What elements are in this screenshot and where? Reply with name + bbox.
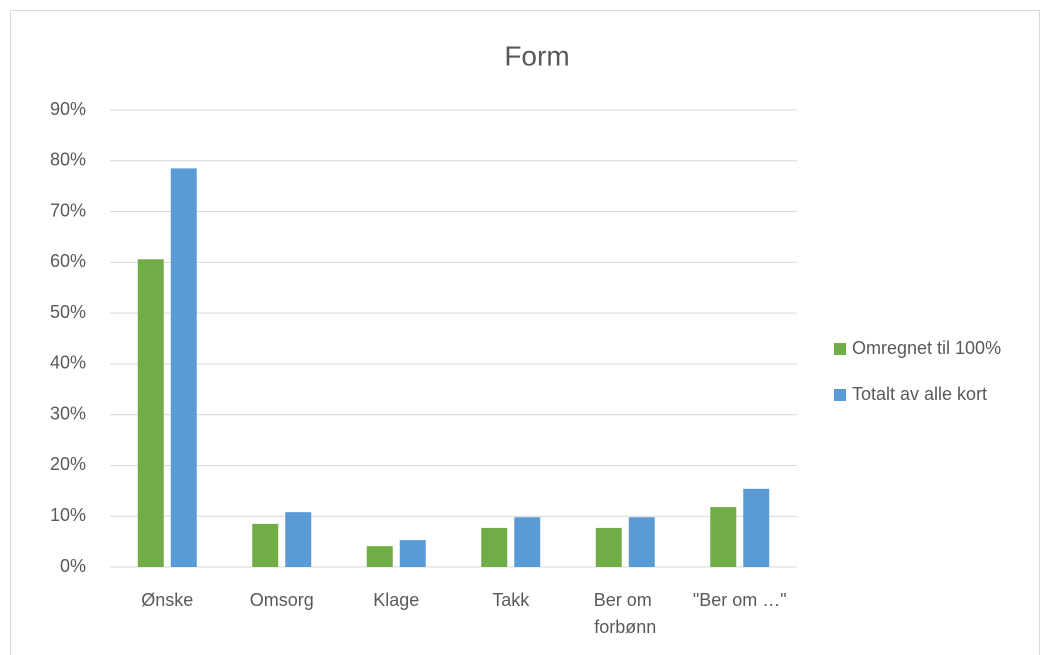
bar	[710, 507, 737, 567]
bar	[170, 168, 197, 567]
y-tick-label: 70%	[50, 200, 86, 220]
y-tick-label: 80%	[50, 150, 86, 170]
x-tick-label: Ønske	[141, 590, 193, 610]
y-tick-label: 30%	[50, 403, 86, 423]
y-tick-label: 90%	[50, 99, 86, 119]
x-tick-label: Omsorg	[250, 590, 314, 610]
y-tick-label: 60%	[50, 251, 86, 271]
bar	[399, 540, 426, 567]
bar	[366, 546, 393, 567]
legend-swatch	[834, 343, 846, 355]
bar	[252, 523, 279, 567]
y-tick-label: 20%	[50, 454, 86, 474]
bar	[628, 517, 655, 567]
x-tick-label: Klage	[373, 590, 419, 610]
legend-swatch	[834, 389, 846, 401]
bar	[743, 488, 770, 567]
bar	[595, 527, 622, 567]
y-tick-label: 40%	[50, 353, 86, 373]
bar	[514, 517, 541, 567]
legend-label: Omregnet til 100%	[852, 338, 1001, 358]
legend-label: Totalt av alle kort	[852, 384, 987, 404]
x-tick-label: Ber om forbønn	[594, 590, 657, 637]
chart-title: Form	[504, 40, 569, 71]
x-tick-label: Takk	[492, 590, 530, 610]
bar	[137, 259, 164, 567]
bar	[481, 527, 508, 567]
y-tick-label: 0%	[60, 556, 86, 576]
bar	[285, 512, 312, 567]
x-tick-label: "Ber om …"	[693, 590, 787, 610]
y-tick-label: 10%	[50, 505, 86, 525]
y-tick-label: 50%	[50, 302, 86, 322]
